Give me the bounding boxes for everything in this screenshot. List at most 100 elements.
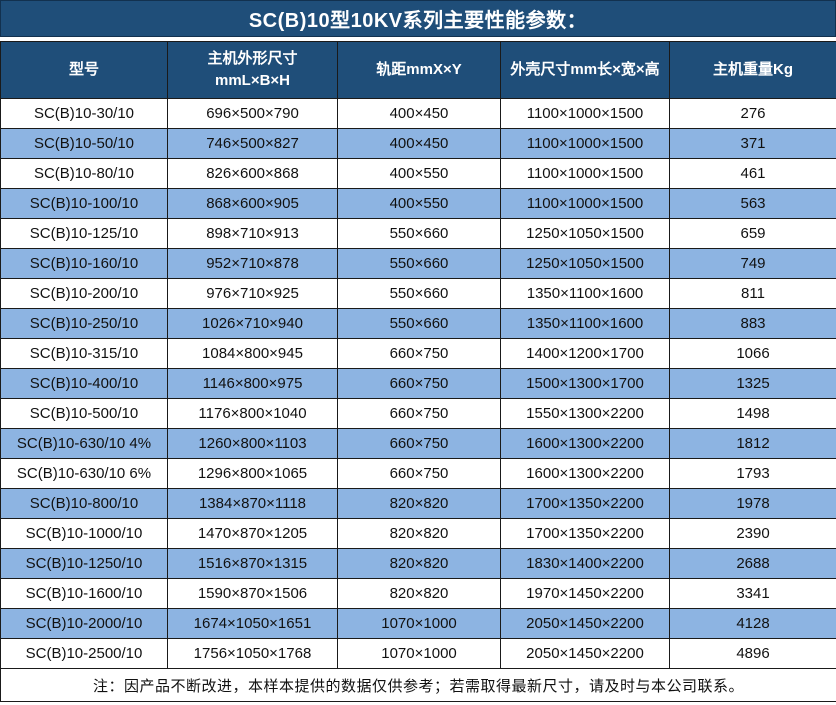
spec-sheet-page: SC(B)10型10KV系列主要性能参数： 型号 主机外形尺寸 mmL×B×H … [0, 0, 836, 702]
table-row: SC(B)10-2500/101756×1050×17681070×100020… [1, 639, 836, 669]
column-header-label: 主机外形尺寸 [170, 48, 335, 71]
table-cell: 371 [670, 129, 836, 159]
table-cell: 1550×1300×2200 [501, 399, 670, 429]
table-cell: 1600×1300×2200 [501, 429, 670, 459]
table-row: SC(B)10-630/10 4%1260×800×1103660×750160… [1, 429, 836, 459]
table-row: SC(B)10-800/101384×870×1118820×8201700×1… [1, 489, 836, 519]
table-cell: 1070×1000 [338, 639, 501, 669]
table-cell: 660×750 [338, 339, 501, 369]
table-cell: SC(B)10-125/10 [1, 219, 168, 249]
table-row: SC(B)10-315/101084×800×945660×7501400×12… [1, 339, 836, 369]
table-cell: 826×600×868 [168, 159, 338, 189]
table-cell: 952×710×878 [168, 249, 338, 279]
table-footer: 注：因产品不断改进，本样本提供的数据仅供参考；若需取得最新尺寸，请及时与本公司联… [1, 669, 836, 702]
table-cell: 660×750 [338, 459, 501, 489]
table-cell: 820×820 [338, 549, 501, 579]
table-row: SC(B)10-500/101176×800×1040660×7501550×1… [1, 399, 836, 429]
table-cell: 1176×800×1040 [168, 399, 338, 429]
table-cell: 461 [670, 159, 836, 189]
column-header-label: 型号 [3, 59, 165, 82]
table-cell: SC(B)10-2500/10 [1, 639, 168, 669]
table-cell: 2688 [670, 549, 836, 579]
column-header-label: 轨距mmX×Y [340, 59, 498, 82]
table-row: SC(B)10-1000/101470×870×1205820×8201700×… [1, 519, 836, 549]
table-row: SC(B)10-400/101146×800×975660×7501500×13… [1, 369, 836, 399]
table-cell: 1325 [670, 369, 836, 399]
column-header-label: 主机重量Kg [672, 59, 834, 82]
table-cell: SC(B)10-500/10 [1, 399, 168, 429]
table-cell: 976×710×925 [168, 279, 338, 309]
table-cell: 811 [670, 279, 836, 309]
table-cell: 1970×1450×2200 [501, 579, 670, 609]
table-cell: 1026×710×940 [168, 309, 338, 339]
table-cell: 696×500×790 [168, 99, 338, 129]
table-cell: 1470×870×1205 [168, 519, 338, 549]
table-cell: SC(B)10-1000/10 [1, 519, 168, 549]
header-row: 型号 主机外形尺寸 mmL×B×H 轨距mmX×Y 外壳尺寸mm长×宽×高 主机… [1, 42, 836, 99]
table-cell: SC(B)10-200/10 [1, 279, 168, 309]
table-cell: 400×550 [338, 189, 501, 219]
table-cell: 1260×800×1103 [168, 429, 338, 459]
table-cell: 883 [670, 309, 836, 339]
table-cell: 660×750 [338, 369, 501, 399]
table-cell: 660×750 [338, 399, 501, 429]
table-cell: 1146×800×975 [168, 369, 338, 399]
table-cell: 2390 [670, 519, 836, 549]
column-header-model: 型号 [1, 42, 168, 99]
column-header-sublabel: mmL×B×H [170, 70, 335, 93]
table-cell: 400×450 [338, 99, 501, 129]
note-row: 注：因产品不断改进，本样本提供的数据仅供参考；若需取得最新尺寸，请及时与本公司联… [1, 669, 836, 702]
table-cell: 400×550 [338, 159, 501, 189]
table-cell: 1250×1050×1500 [501, 249, 670, 279]
table-cell: 3341 [670, 579, 836, 609]
table-cell: 1700×1350×2200 [501, 489, 670, 519]
column-header-shell-dimensions: 外壳尺寸mm长×宽×高 [501, 42, 670, 99]
table-cell: 1830×1400×2200 [501, 549, 670, 579]
table-cell: 400×450 [338, 129, 501, 159]
table-row: SC(B)10-2000/101674×1050×16511070×100020… [1, 609, 836, 639]
table-cell: 898×710×913 [168, 219, 338, 249]
table-cell: 2050×1450×2200 [501, 609, 670, 639]
table-cell: 1700×1350×2200 [501, 519, 670, 549]
table-cell: 659 [670, 219, 836, 249]
table-cell: 1384×870×1118 [168, 489, 338, 519]
table-row: SC(B)10-630/10 6%1296×800×1065660×750160… [1, 459, 836, 489]
table-cell: 868×600×905 [168, 189, 338, 219]
table-cell: 1100×1000×1500 [501, 129, 670, 159]
table-row: SC(B)10-1600/101590×870×1506820×8201970×… [1, 579, 836, 609]
table-cell: 1100×1000×1500 [501, 99, 670, 129]
table-cell: 820×820 [338, 519, 501, 549]
table-cell: 2050×1450×2200 [501, 639, 670, 669]
table-cell: SC(B)10-80/10 [1, 159, 168, 189]
column-header-unit-dimensions: 主机外形尺寸 mmL×B×H [168, 42, 338, 99]
table-cell: 1516×870×1315 [168, 549, 338, 579]
table-row: SC(B)10-50/10746×500×827400×4501100×1000… [1, 129, 836, 159]
table-cell: SC(B)10-1600/10 [1, 579, 168, 609]
table-cell: 1066 [670, 339, 836, 369]
table-cell: 820×820 [338, 489, 501, 519]
table-cell: SC(B)10-800/10 [1, 489, 168, 519]
table-cell: 1070×1000 [338, 609, 501, 639]
table-cell: 4896 [670, 639, 836, 669]
table-cell: 1812 [670, 429, 836, 459]
table-cell: 1756×1050×1768 [168, 639, 338, 669]
table-cell: 1600×1300×2200 [501, 459, 670, 489]
table-body: SC(B)10-30/10696×500×790400×4501100×1000… [1, 99, 836, 669]
table-cell: 1590×870×1506 [168, 579, 338, 609]
table-cell: 1250×1050×1500 [501, 219, 670, 249]
table-cell: 820×820 [338, 579, 501, 609]
table-cell: 276 [670, 99, 836, 129]
table-cell: 1100×1000×1500 [501, 189, 670, 219]
table-cell: 4128 [670, 609, 836, 639]
table-cell: SC(B)10-315/10 [1, 339, 168, 369]
table-cell: 1674×1050×1651 [168, 609, 338, 639]
table-cell: 1793 [670, 459, 836, 489]
table-cell: 550×660 [338, 309, 501, 339]
table-cell: 660×750 [338, 429, 501, 459]
table-cell: 1498 [670, 399, 836, 429]
table-cell: 550×660 [338, 219, 501, 249]
table-cell: SC(B)10-100/10 [1, 189, 168, 219]
spec-table: 型号 主机外形尺寸 mmL×B×H 轨距mmX×Y 外壳尺寸mm长×宽×高 主机… [0, 41, 836, 702]
table-title-bar: SC(B)10型10KV系列主要性能参数： [0, 0, 836, 37]
column-header-rail-gauge: 轨距mmX×Y [338, 42, 501, 99]
